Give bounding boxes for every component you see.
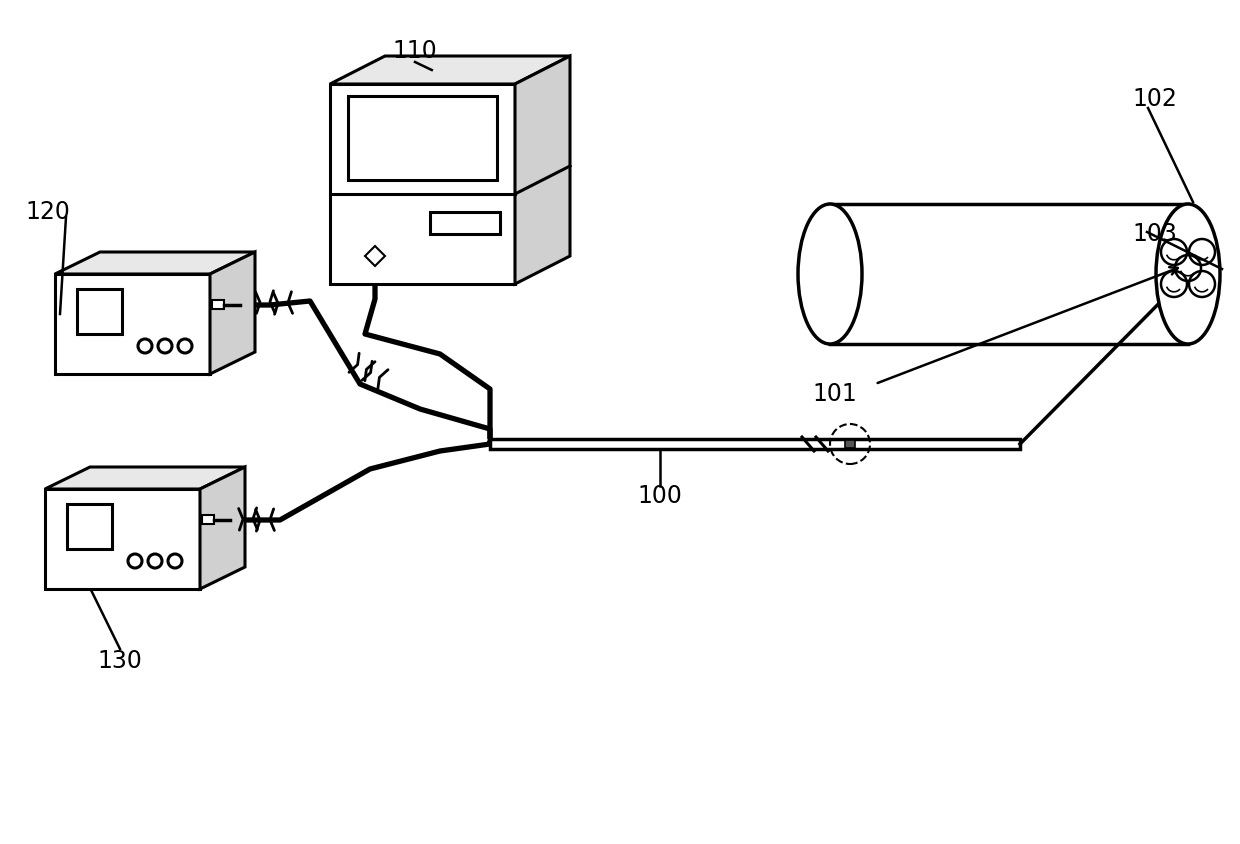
- Bar: [348, 96, 497, 180]
- Text: 100: 100: [637, 484, 682, 508]
- Bar: [490, 439, 1021, 449]
- Text: 103: 103: [1132, 222, 1178, 246]
- Polygon shape: [365, 246, 384, 266]
- Polygon shape: [515, 56, 570, 284]
- Polygon shape: [55, 274, 210, 374]
- Bar: [77, 289, 122, 334]
- Polygon shape: [330, 84, 515, 284]
- Text: 101: 101: [812, 382, 857, 406]
- Text: 120: 120: [26, 200, 71, 224]
- Polygon shape: [330, 56, 570, 84]
- Ellipse shape: [799, 204, 862, 344]
- Bar: [844, 440, 856, 448]
- Bar: [202, 515, 215, 524]
- Text: 130: 130: [98, 649, 143, 673]
- Text: 110: 110: [393, 39, 438, 63]
- Bar: [212, 300, 224, 309]
- Text: 102: 102: [1132, 87, 1178, 111]
- Ellipse shape: [1156, 204, 1220, 344]
- Polygon shape: [45, 467, 246, 489]
- Polygon shape: [45, 489, 200, 589]
- Bar: [67, 504, 112, 549]
- Polygon shape: [210, 252, 255, 374]
- Bar: [430, 212, 500, 234]
- Polygon shape: [55, 252, 255, 274]
- Polygon shape: [200, 467, 246, 589]
